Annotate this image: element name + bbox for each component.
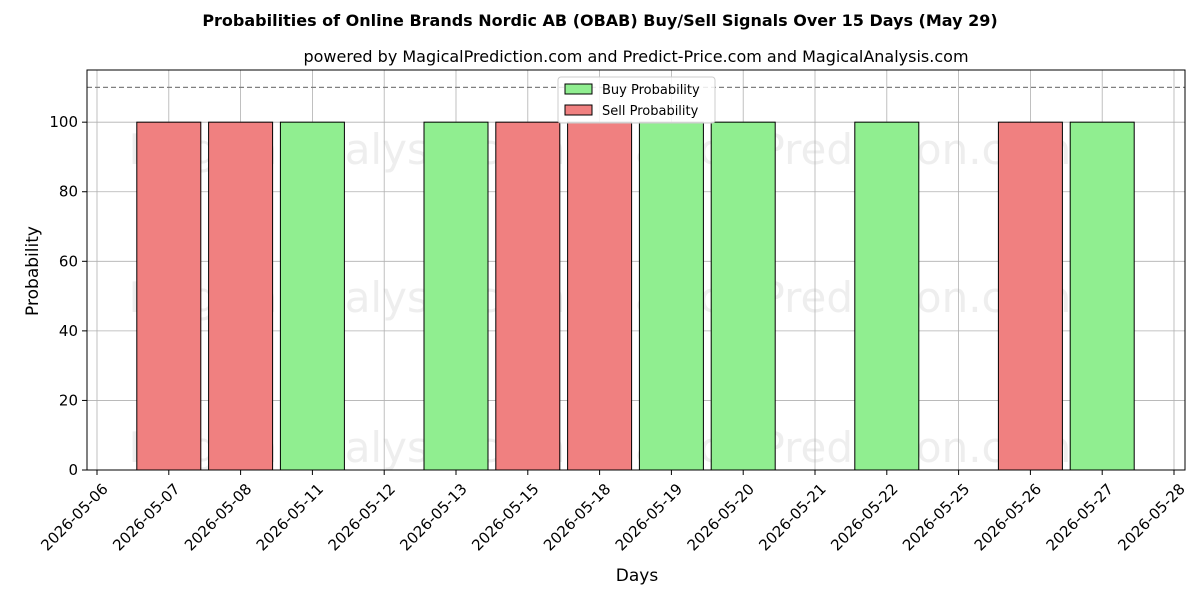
- x-tick-label: 2026-05-07: [109, 480, 183, 554]
- x-tick-label: 2026-05-08: [181, 480, 255, 554]
- bars: [136, 121, 1135, 471]
- buy-bar: [710, 121, 776, 471]
- x-tick-label: 2026-05-12: [325, 480, 399, 554]
- y-tick-label: 100: [49, 113, 78, 131]
- sell-bar: [136, 121, 202, 471]
- sell-bar: [997, 121, 1063, 471]
- x-tick-label: 2026-05-13: [396, 480, 470, 554]
- y-axis-label: Probability: [23, 226, 43, 316]
- y-tick-label: 40: [59, 322, 78, 340]
- buy-bar: [638, 121, 704, 471]
- watermark-text: MagicalAnalysis.com: [129, 125, 566, 174]
- x-tick-label: 2026-05-21: [755, 480, 829, 554]
- x-axis-label: Days: [616, 566, 659, 586]
- buy-bar: [279, 121, 345, 471]
- legend: Buy Probability Sell Probability: [557, 76, 716, 124]
- sell-bar: [567, 121, 633, 471]
- watermark-text: MagicalAnalysis.com: [129, 423, 566, 472]
- x-tick-label: 2026-05-06: [37, 480, 111, 554]
- x-tick-label: 2026-05-27: [1043, 480, 1117, 554]
- buy-bar: [423, 121, 489, 471]
- y-tick-label: 60: [59, 252, 78, 270]
- legend-swatch-buy: [564, 83, 593, 95]
- sell-bar: [495, 121, 561, 471]
- y-tick-label: 20: [59, 391, 78, 409]
- plot-area: [86, 69, 1186, 471]
- x-tick-label: 2026-05-25: [899, 480, 973, 554]
- legend-label-sell: Sell Probability: [602, 104, 699, 119]
- chart-subtitle: powered by MagicalPrediction.com and Pre…: [303, 47, 968, 66]
- legend-label-buy: Buy Probability: [602, 83, 700, 98]
- x-tick-label: 2026-05-15: [468, 480, 542, 554]
- buy-bar: [1069, 121, 1135, 471]
- x-tick-label: 2026-05-22: [827, 480, 901, 554]
- watermark-text: MagicalAnalysis.com: [129, 273, 566, 322]
- legend-box: [557, 76, 716, 124]
- x-tick-label: 2026-05-18: [540, 480, 614, 554]
- sell-bar: [208, 121, 274, 471]
- x-tick-label: 2026-05-28: [1114, 480, 1188, 554]
- x-tick-label: 2026-05-26: [971, 480, 1045, 554]
- buy-bar: [854, 121, 920, 471]
- x-tick-label: 2026-05-11: [253, 480, 327, 554]
- x-axis: 2026-05-062026-05-072026-05-082026-05-11…: [37, 470, 1189, 554]
- x-tick-label: 2026-05-19: [612, 480, 686, 554]
- legend-swatch-sell: [564, 104, 593, 116]
- y-tick-label: 0: [68, 461, 78, 479]
- y-axis: 0 20 40 60 80 100: [49, 113, 87, 479]
- y-tick-label: 80: [59, 183, 78, 201]
- x-tick-label: 2026-05-20: [684, 480, 758, 554]
- chart-title: Probabilities of Online Brands Nordic AB…: [202, 11, 997, 30]
